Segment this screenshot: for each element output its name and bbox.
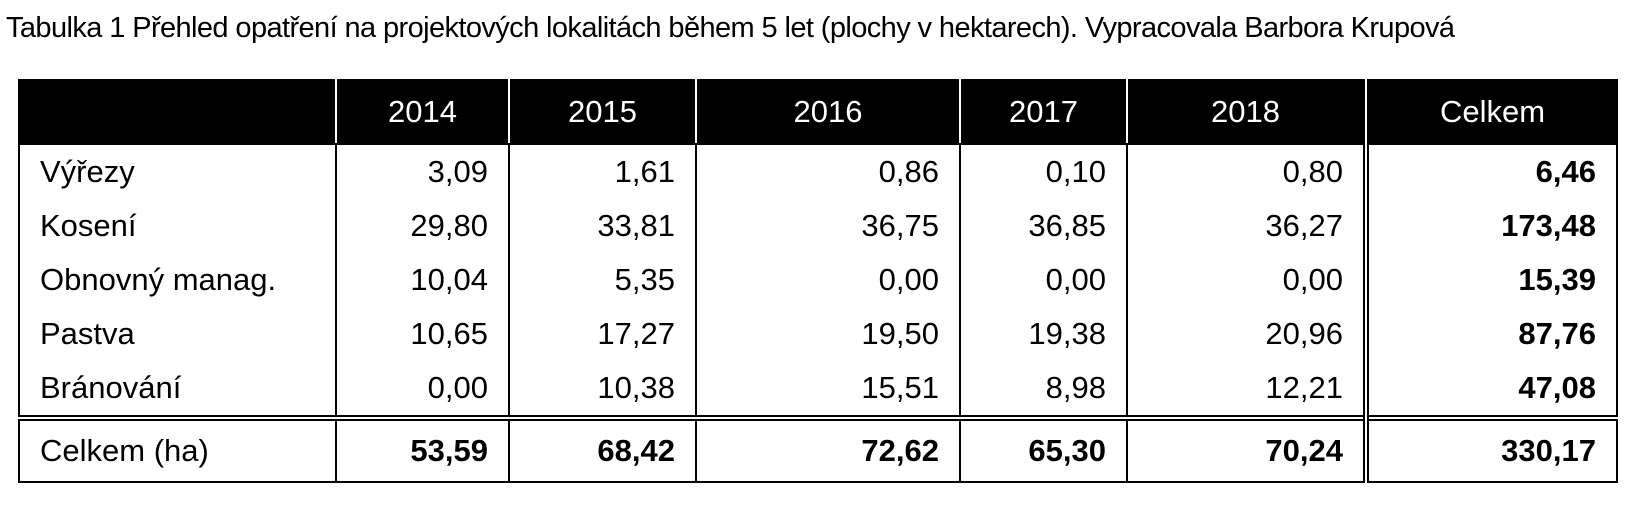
table-cell: 36,75: [695, 199, 961, 253]
table-cell: 33,81: [508, 199, 697, 253]
row-label: Obnovný manag.: [18, 253, 337, 307]
grand-total-cell: 330,17: [1363, 415, 1618, 483]
table-cell: 10,04: [335, 253, 510, 307]
footer-cell: 53,59: [335, 415, 510, 483]
table-cell: 8,98: [959, 361, 1128, 418]
row-total-cell: 6,46: [1363, 143, 1618, 199]
header-cell-label: [18, 79, 337, 145]
row-total-cell: 173,48: [1363, 199, 1618, 253]
table-cell: 0,00: [959, 253, 1128, 307]
header-cell-2018: 2018: [1126, 79, 1367, 145]
footer-label: Celkem (ha): [18, 415, 337, 483]
table-cell: 19,38: [959, 307, 1128, 361]
header-cell-2016: 2016: [695, 79, 961, 145]
table-cell: 0,00: [1126, 253, 1367, 307]
table-row: Výřezy 3,09 1,61 0,86 0,10 0,80 6,46: [18, 143, 1618, 199]
row-label: Výřezy: [18, 143, 337, 199]
table-caption: Tabulka 1 Přehled opatření na projektový…: [6, 12, 1455, 44]
table-cell: 36,85: [959, 199, 1128, 253]
table-cell: 0,00: [335, 361, 510, 418]
row-total-cell: 87,76: [1363, 307, 1618, 361]
table-cell: 0,00: [695, 253, 961, 307]
table-cell: 0,10: [959, 143, 1128, 199]
measures-table: 2014 2015 2016 2017 2018 Celkem Výřezy 3…: [18, 79, 1618, 483]
table-cell: 5,35: [508, 253, 697, 307]
table-row: Bránování 0,00 10,38 15,51 8,98 12,21 47…: [18, 361, 1618, 418]
footer-row: Celkem (ha) 53,59 68,42 72,62 65,30 70,2…: [18, 415, 1618, 483]
table-cell: 10,65: [335, 307, 510, 361]
row-label: Bránování: [18, 361, 337, 418]
table-row: Pastva 10,65 17,27 19,50 19,38 20,96 87,…: [18, 307, 1618, 361]
header-cell-2017: 2017: [959, 79, 1128, 145]
table-row: Kosení 29,80 33,81 36,75 36,85 36,27 173…: [18, 199, 1618, 253]
row-total-cell: 15,39: [1363, 253, 1618, 307]
table-cell: 17,27: [508, 307, 697, 361]
header-cell-total: Celkem: [1363, 79, 1618, 145]
footer-cell: 72,62: [695, 415, 961, 483]
table-cell: 1,61: [508, 143, 697, 199]
table-cell: 15,51: [695, 361, 961, 418]
footer-cell: 68,42: [508, 415, 697, 483]
header-cell-2015: 2015: [508, 79, 697, 145]
row-total-cell: 47,08: [1363, 361, 1618, 418]
footer-cell: 70,24: [1126, 415, 1367, 483]
table-cell: 20,96: [1126, 307, 1367, 361]
header-cell-2014: 2014: [335, 79, 510, 145]
footer-cell: 65,30: [959, 415, 1128, 483]
table-cell: 0,80: [1126, 143, 1367, 199]
table-cell: 19,50: [695, 307, 961, 361]
table-cell: 10,38: [508, 361, 697, 418]
header-row: 2014 2015 2016 2017 2018 Celkem: [18, 79, 1618, 145]
table-cell: 0,86: [695, 143, 961, 199]
table-row: Obnovný manag. 10,04 5,35 0,00 0,00 0,00…: [18, 253, 1618, 307]
table-cell: 12,21: [1126, 361, 1367, 418]
table-cell: 3,09: [335, 143, 510, 199]
table-cell: 36,27: [1126, 199, 1367, 253]
row-label: Kosení: [18, 199, 337, 253]
table-cell: 29,80: [335, 199, 510, 253]
row-label: Pastva: [18, 307, 337, 361]
